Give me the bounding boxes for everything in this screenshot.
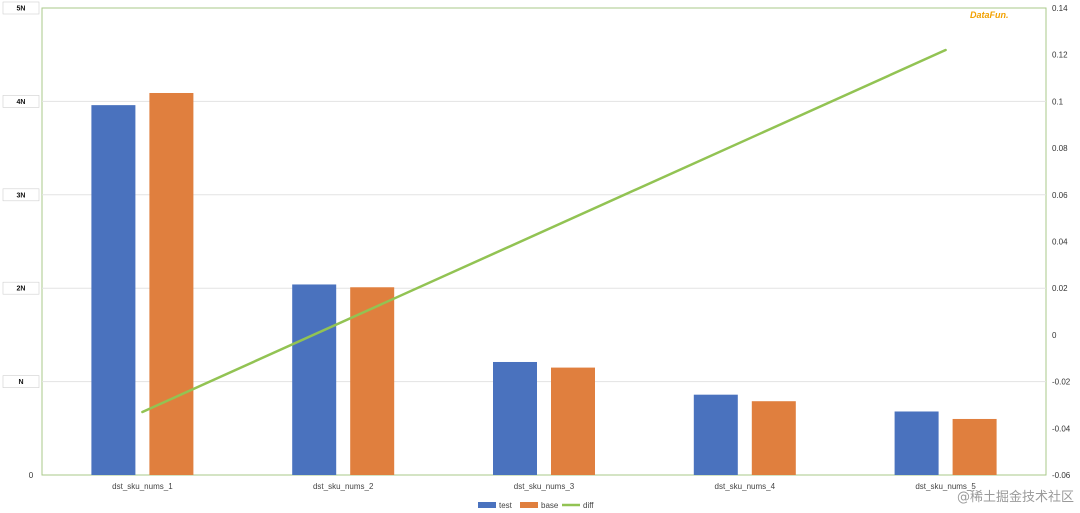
bar-base: [551, 367, 595, 475]
left-tick-label: 0: [29, 471, 34, 480]
right-tick-label: 0.1: [1052, 97, 1064, 106]
right-tick-label: 0.08: [1052, 144, 1068, 153]
left-tick-label: N: [18, 379, 23, 386]
left-tick-box: [2, 95, 40, 108]
plot-frame: [41, 7, 1047, 476]
left-tick-label: 2N: [17, 286, 26, 293]
right-tick-label: -0.02: [1052, 378, 1071, 387]
right-tick-label: 0: [1052, 331, 1057, 340]
gridlines: [42, 100, 1046, 383]
legend-label-base: base: [541, 501, 559, 510]
left-tick-label: 3N: [17, 192, 26, 199]
bar-test: [493, 361, 537, 475]
right-tick-label: 0.04: [1052, 238, 1068, 247]
bars: [91, 92, 997, 476]
datafun-logo: DataFun.: [970, 10, 1009, 20]
left-tick-label: 4N: [17, 99, 26, 106]
legend-swatch-base: [520, 502, 538, 508]
right-tick-label: 0.02: [1052, 284, 1068, 293]
right-axis-ticks: -0.06 -0.04 -0.02 0 0.02 0.04 0.06 0.08 0.1 0.12 0…: [1052, 4, 1071, 480]
bar-test: [91, 105, 136, 476]
left-tick-box: [2, 375, 40, 388]
bar-test: [894, 411, 939, 475]
category-label: dst_sku_nums_3: [514, 482, 575, 491]
right-tick-label: -0.04: [1052, 424, 1071, 433]
left-tick-box: [2, 1, 40, 15]
diff-line-layer: [141, 48, 947, 414]
category-labels: dst_sku_nums_1 dst_sku_nums_2 dst_sku_nums…: [112, 482, 976, 491]
left-axis-ticks: 0 N 2N 3N 4N 5N: [2, 1, 40, 480]
left-tick-box: [2, 188, 40, 202]
category-label: dst_sku_nums_5: [915, 482, 976, 491]
plot-area-border: [41, 7, 1047, 476]
bar-base: [751, 401, 796, 475]
left-tick-label: 5N: [17, 6, 26, 13]
bar-base: [350, 287, 395, 475]
watermark-text: @稀土掘金技术社区: [957, 489, 1074, 505]
right-tick-label: 0.06: [1052, 191, 1068, 200]
legend-label-test: test: [499, 501, 513, 510]
right-tick-label: -0.06: [1052, 471, 1071, 480]
category-label: dst_sku_nums_2: [313, 482, 374, 491]
bar-test: [292, 284, 337, 475]
legend-swatch-test: [478, 502, 496, 508]
bar-base: [149, 92, 194, 475]
category-label: dst_sku_nums_4: [715, 482, 776, 491]
bar-test: [693, 394, 738, 475]
bar-base: [952, 418, 997, 475]
right-tick-label: 0.12: [1052, 51, 1068, 60]
series-line-diff: [141, 48, 947, 414]
legend-label-diff: diff: [583, 501, 594, 510]
right-tick-label: 0.14: [1052, 4, 1068, 13]
category-label: dst_sku_nums_1: [112, 482, 173, 491]
left-tick-box: [2, 281, 40, 295]
legend: test base diff: [478, 501, 594, 510]
